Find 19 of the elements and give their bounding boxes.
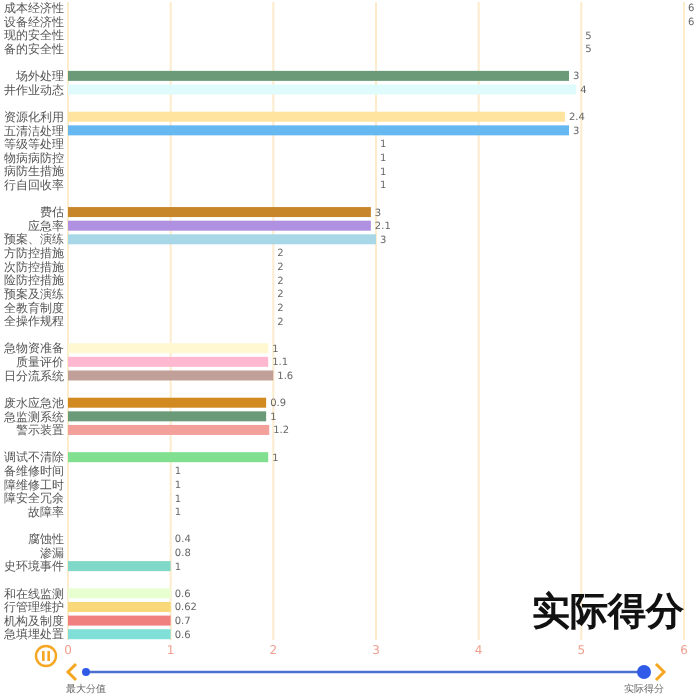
- bar: [68, 615, 171, 626]
- bar: [68, 629, 171, 640]
- bar: [68, 588, 171, 599]
- bar: [68, 370, 274, 381]
- bar: [68, 397, 267, 408]
- text: 实际得分: [532, 590, 686, 634]
- bar: [68, 561, 171, 572]
- bar: [68, 411, 267, 422]
- bar: [68, 125, 570, 136]
- bar: [68, 356, 269, 367]
- bar: [68, 220, 371, 231]
- bar: [68, 84, 577, 95]
- bar: [68, 207, 371, 218]
- bar: [68, 452, 269, 463]
- bar: [68, 70, 570, 81]
- bar: [68, 111, 565, 122]
- bar: [68, 601, 171, 612]
- bar: [68, 234, 376, 245]
- bar: [68, 424, 270, 435]
